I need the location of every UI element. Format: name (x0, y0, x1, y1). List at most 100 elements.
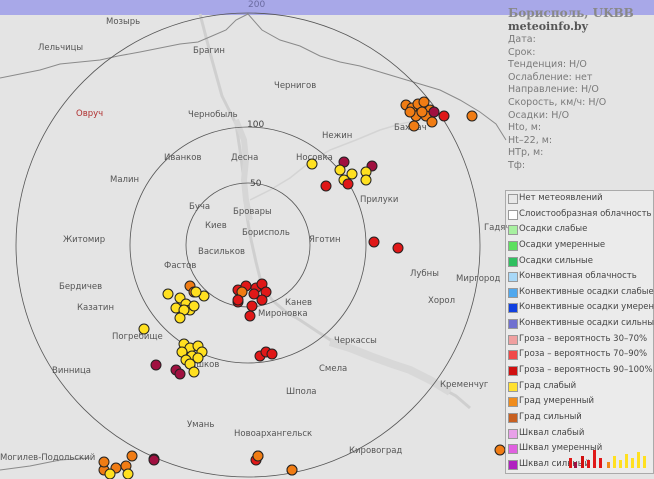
legend-item: Шквал сильный (506, 457, 653, 473)
city-label: Новоархангельск (234, 429, 312, 439)
legend-swatch (508, 397, 518, 408)
storm-cell-marker[interactable] (256, 294, 268, 306)
legend-label: Шквал умеренный (519, 443, 603, 454)
hist-bar (625, 454, 628, 468)
storm-cell-marker[interactable] (246, 300, 258, 312)
city-label: Овруч (76, 109, 103, 119)
storm-cell-marker[interactable] (426, 116, 438, 128)
storm-cell-marker[interactable] (192, 352, 204, 364)
field-time: Срок: (508, 46, 536, 58)
legend-item: Осадки слабые (506, 222, 653, 238)
storm-cell-marker[interactable] (252, 450, 264, 462)
storm-cell-marker[interactable] (148, 454, 160, 466)
city-label: Борисполь (242, 228, 290, 238)
storm-cell-marker[interactable] (232, 294, 244, 306)
city-label: Шпола (286, 387, 317, 397)
city-label: Нежин (322, 131, 352, 141)
storm-cell-marker[interactable] (404, 106, 416, 118)
river-kremenchug-reservoir (328, 338, 453, 396)
storm-cell-marker[interactable] (248, 288, 260, 300)
storm-cell-marker[interactable] (104, 468, 116, 479)
storm-cell-marker[interactable] (438, 110, 450, 122)
legend-label: Град слабый (519, 380, 577, 391)
city-label: Гадяч (484, 223, 510, 233)
storm-cell-marker[interactable] (266, 348, 278, 360)
storm-cell-marker[interactable] (150, 359, 162, 371)
storm-cell-marker[interactable] (392, 242, 404, 254)
legend-label: Шквал сильный (519, 458, 591, 469)
city-label: Кировоград (349, 446, 402, 456)
info-panel: Борисполь, UKBB meteoinfo.by Дата: Срок:… (508, 6, 652, 173)
storm-cell-marker[interactable] (286, 464, 298, 476)
storm-cell-marker[interactable] (188, 300, 200, 312)
legend-label: Гроза – вероятность 30–70% (519, 333, 648, 344)
storm-cell-marker[interactable] (306, 158, 318, 170)
storm-cell-marker[interactable] (98, 456, 110, 468)
city-label: Буча (189, 202, 210, 212)
hist-bar (643, 456, 646, 468)
river-kiev-reservoir (233, 118, 253, 221)
storm-cell-marker[interactable] (408, 120, 420, 132)
hist-bar (574, 462, 577, 468)
storm-cell-marker[interactable] (190, 286, 202, 298)
city-label: Васильков (198, 247, 245, 257)
city-label: Могилев-Подольский (0, 453, 95, 463)
city-label: Казатин (77, 303, 114, 313)
legend-swatch (508, 319, 518, 330)
storm-cell-marker[interactable] (360, 174, 372, 186)
field-date: Дата: (508, 34, 536, 45)
city-label: Киев (205, 221, 227, 231)
storm-cell-marker[interactable] (416, 106, 428, 118)
city-label: Бровары (233, 207, 272, 217)
storm-cell-marker[interactable] (334, 164, 346, 176)
terrain-layer (0, 13, 507, 471)
legend-item: Нет метеоявлений (506, 191, 653, 207)
legend-label: Осадки слабые (519, 224, 588, 235)
legend-label: Конвективные осадки умерен. (519, 302, 654, 313)
city-label: Бердичев (59, 282, 102, 292)
range-label-100: 100 (247, 120, 264, 130)
storm-cell-marker[interactable] (174, 312, 186, 324)
legend-swatch (508, 350, 518, 361)
storm-cell-marker[interactable] (244, 310, 256, 322)
storm-cell-marker[interactable] (342, 178, 354, 190)
legend-label: Гроза – вероятность 70–90% (519, 349, 648, 360)
legend-label: Шквал слабый (519, 427, 585, 438)
top-header-strip: 200 (0, 0, 654, 15)
city-label: Мозырь (106, 17, 140, 27)
mini-histogram (569, 450, 646, 468)
legend-item: Град сильный (506, 410, 653, 426)
storm-cell-marker[interactable] (138, 323, 150, 335)
storm-cell-marker[interactable] (174, 368, 186, 380)
city-label: Фастов (164, 261, 196, 271)
city-label: Чернобыль (188, 110, 238, 120)
field-speed: Скорость, км/ч: Н/О (508, 96, 607, 108)
storm-cell-marker[interactable] (368, 236, 380, 248)
range-ring-200 (15, 12, 481, 478)
legend-label: Осадки сильные (519, 255, 593, 266)
storm-cell-marker[interactable] (346, 168, 358, 180)
legend-swatch (508, 412, 518, 423)
legend-item: Град слабый (506, 379, 653, 395)
storm-cell-marker[interactable] (122, 468, 134, 479)
legend-label: Град сильный (519, 411, 582, 422)
city-label: Лубны (410, 269, 439, 279)
storm-cell-marker[interactable] (320, 180, 332, 192)
storm-cells[interactable] (98, 96, 506, 479)
border-line (0, 13, 249, 79)
range-label-200: 200 (248, 0, 266, 10)
legend-label: Нет метеоявлений (519, 193, 603, 203)
storm-cell-marker[interactable] (428, 106, 440, 118)
storm-cell-marker[interactable] (126, 450, 138, 462)
legend-item: Конвективные осадки слабые (506, 285, 654, 301)
field-attenuation: Ослабление: нет (508, 71, 593, 83)
field-trend: Тенденция: Н/О (508, 59, 587, 71)
legend-swatch (508, 209, 518, 220)
storm-cell-marker[interactable] (162, 288, 174, 300)
city-label: Брагин (193, 46, 225, 56)
storm-cell-marker[interactable] (466, 110, 478, 122)
storm-cell-marker[interactable] (188, 366, 200, 378)
legend-swatch (508, 225, 518, 236)
storm-cell-marker[interactable] (494, 444, 506, 456)
